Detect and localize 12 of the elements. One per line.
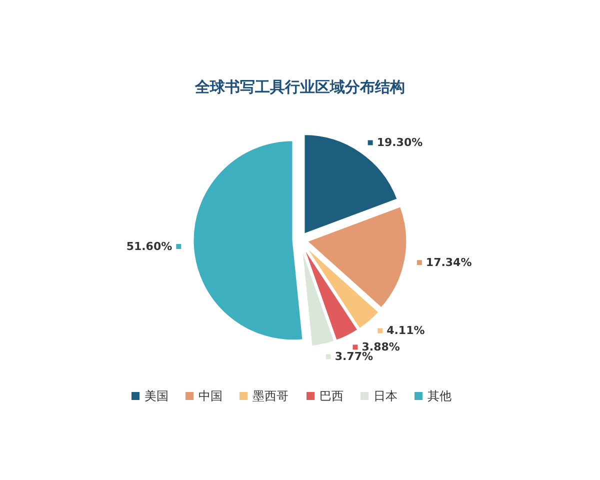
legend-label: 其他: [428, 389, 452, 403]
legend-label: 日本: [374, 389, 398, 403]
legend-label: 墨西哥: [252, 389, 288, 403]
data-label: 17.34%: [426, 256, 472, 270]
data-label: 4.11%: [386, 324, 425, 338]
data-label: 3.77%: [334, 350, 374, 364]
legend-label: 中国: [198, 389, 222, 403]
data-label: 19.30%: [376, 136, 423, 150]
data-label: 51.60%: [126, 240, 172, 253]
legend-label: 美国: [144, 389, 168, 403]
chart-title: 全球书写工具行业区域分布结构: [194, 78, 405, 96]
legend-label: 巴西: [320, 389, 344, 403]
